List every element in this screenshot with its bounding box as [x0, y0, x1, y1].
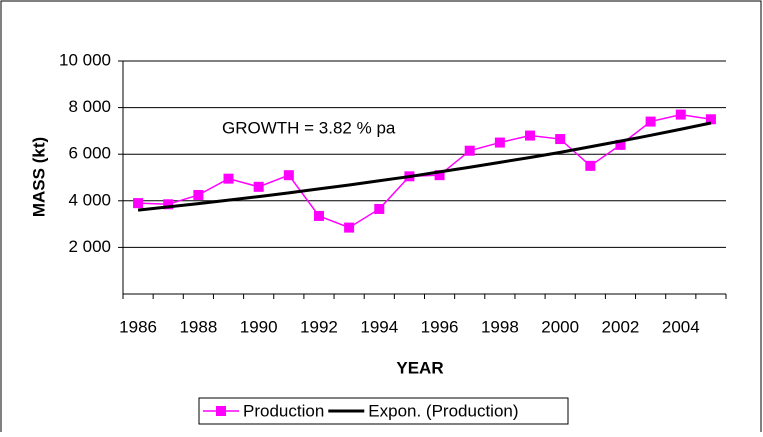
point-marker: [313, 210, 324, 221]
legend-label: Production: [243, 401, 324, 420]
x-tick-label: 2004: [662, 317, 700, 336]
point-marker: [374, 203, 385, 214]
point-marker: [705, 114, 716, 125]
x-axis-title: YEAR: [396, 358, 443, 377]
point-marker: [525, 130, 536, 141]
x-tick-label: 1988: [179, 317, 217, 336]
point-marker: [464, 145, 475, 156]
x-tick-label: 1996: [421, 317, 459, 336]
y-tick-label: 6 000: [68, 144, 111, 163]
legend-box: [198, 397, 569, 425]
y-tick-label: 8 000: [68, 97, 111, 116]
point-marker: [133, 198, 144, 209]
point-marker: [675, 109, 686, 120]
x-tick-label: 1998: [481, 317, 519, 336]
point-marker: [283, 170, 294, 181]
y-axis-title: MASS (kt): [29, 137, 48, 217]
point-marker: [585, 160, 596, 171]
x-tick-label: 1992: [300, 317, 338, 336]
y-tick-label: 4 000: [68, 190, 111, 209]
annotation: GROWTH = 3.82 % pa: [222, 118, 396, 137]
x-tick-label: 2002: [602, 317, 640, 336]
y-tick-label: 2 000: [68, 237, 111, 256]
legend-label: Expon. (Production): [368, 401, 518, 420]
point-marker: [344, 222, 355, 233]
x-tick-label: 1994: [360, 317, 398, 336]
point-marker: [555, 134, 566, 145]
point-marker: [615, 139, 626, 150]
x-tick-label: 1990: [240, 317, 278, 336]
point-marker: [193, 189, 204, 200]
legend-marker: [216, 406, 226, 416]
x-tick-label: 1986: [119, 317, 157, 336]
point-marker: [253, 181, 264, 192]
point-marker: [223, 173, 234, 184]
series-line: [137, 121, 712, 212]
point-marker: [494, 137, 505, 148]
point-marker: [645, 116, 656, 127]
y-tick-label: 10 000: [59, 50, 111, 69]
point-marker: [163, 199, 174, 210]
x-tick-label: 2000: [541, 317, 579, 336]
point-marker: [434, 170, 445, 181]
